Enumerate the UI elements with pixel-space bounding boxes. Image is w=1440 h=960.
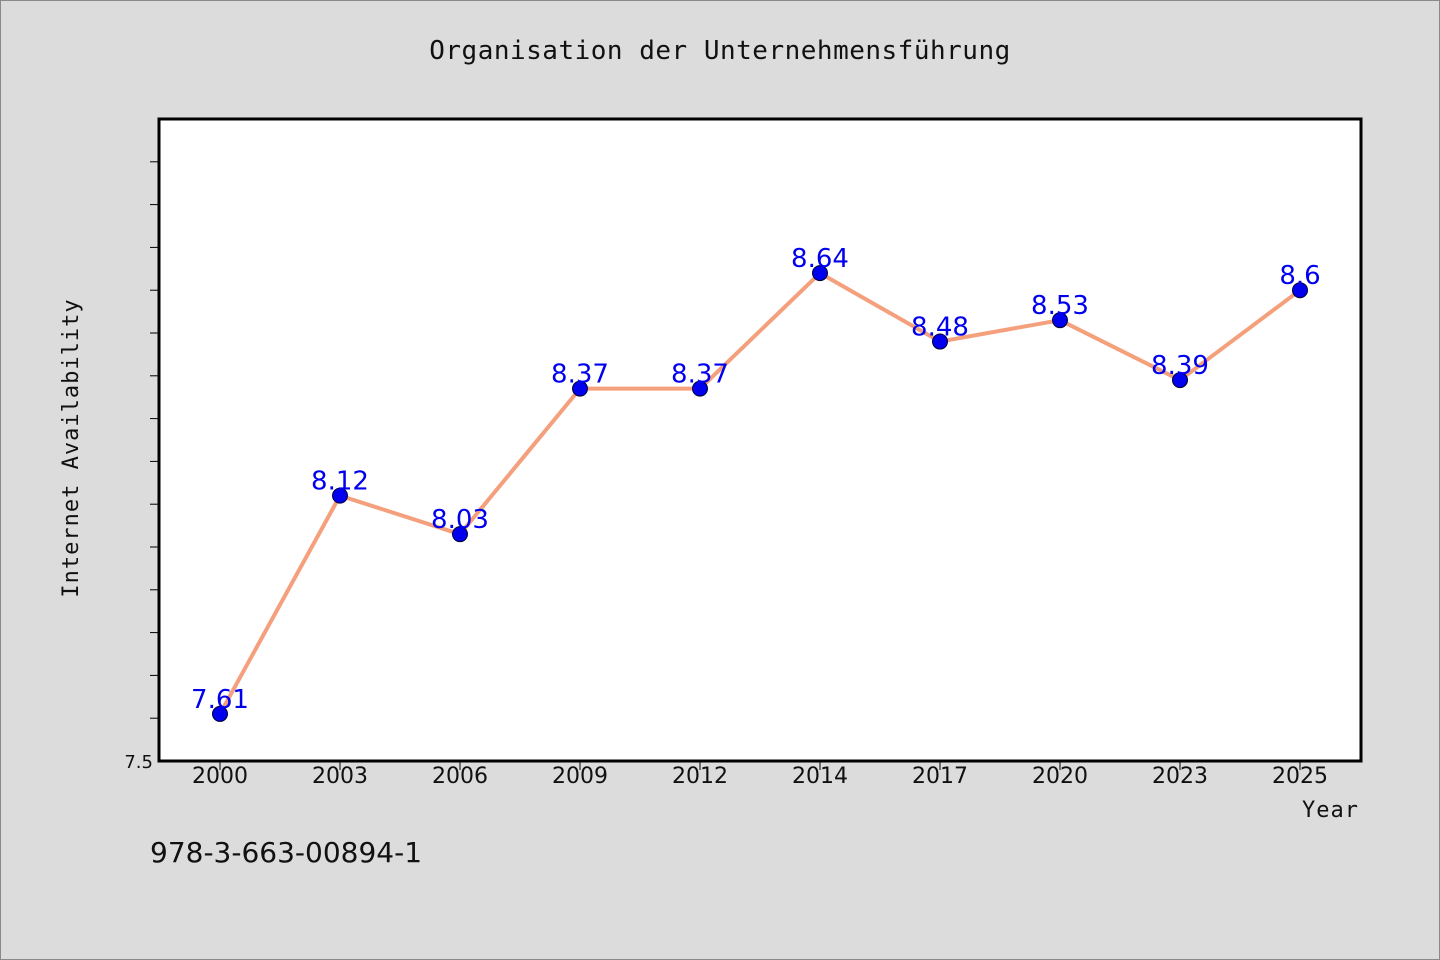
x-tick-label: 2023 [1152,764,1208,789]
data-point [212,705,228,722]
x-tick-label: 2017 [912,764,968,789]
data-label: 8.48 [911,313,969,343]
y-axis-ticks: 7.5 [124,161,159,773]
data-label: 8.64 [791,244,849,274]
plot-area [157,117,1363,763]
x-tick-label: 2003 [312,764,368,789]
chart-title: Organisation der Unternehmensführung [429,36,1011,66]
data-point [932,333,948,350]
y-axis-label: Internet Availability [59,298,84,597]
data-label: 8.6 [1279,261,1320,291]
data-point [332,487,348,504]
data-point [1172,372,1188,389]
isbn-annotation: 978-3-663-00894-1 [150,836,423,869]
data-label: 8.53 [1031,291,1089,321]
y-tick-label: 7.5 [124,752,153,773]
data-label: 8.37 [671,360,729,390]
data-label: 7.61 [191,685,249,715]
x-tick-label: 2025 [1272,764,1328,789]
data-label: 8.39 [1151,351,1209,381]
series-layer [212,265,1308,722]
data-point [572,380,588,397]
x-tick-label: 2014 [792,764,848,789]
data-point [692,380,708,397]
data-point [452,526,468,543]
x-tick-label: 2009 [552,764,608,789]
data-label: 8.03 [431,505,489,535]
x-axis-ticks: 2000 2003 2006 2009 2012 2014 2017 2020 2023 2025 [192,761,1328,789]
data-point [1292,282,1308,299]
x-axis-label: Year [1302,798,1359,823]
data-label: 8.12 [311,467,369,497]
x-tick-label: 2020 [1032,764,1088,789]
x-tick-label: 2012 [672,764,728,789]
data-point [812,265,828,282]
x-tick-label: 2000 [192,764,248,789]
data-label-layer: 7.61 8.12 8.03 8.37 8.37 8.64 8.48 8.53 8.39 8.6 [191,244,1321,715]
x-tick-label: 2006 [432,764,488,789]
data-point [1052,312,1068,329]
series-line [218,271,1302,716]
data-label: 8.37 [551,360,609,390]
